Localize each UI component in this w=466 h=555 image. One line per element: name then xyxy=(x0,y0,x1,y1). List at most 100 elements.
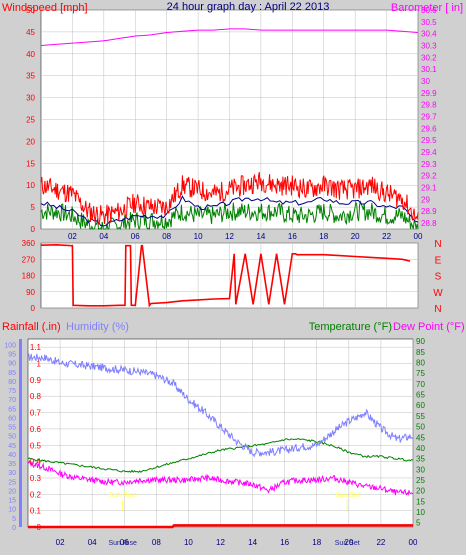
humidity-tick-label: 25 xyxy=(8,479,16,486)
rainfall-tick-label: 0.1 xyxy=(30,507,42,516)
wind-speed-tick-label: 35 xyxy=(26,72,35,81)
barometer-axis-label: Barometer [ in] xyxy=(391,2,463,14)
humidity-ticks: 0 5 10 15 20 25 30 35 40 45 50 55 60 65 70 75 80 85 90 95 10… xyxy=(4,342,16,532)
barometer-line xyxy=(40,28,419,46)
temperature-line xyxy=(27,438,414,474)
wind-speed-tick-label: 10 xyxy=(26,181,35,190)
humidity-tick-label: 55 xyxy=(8,425,16,432)
temperature-tick-label: 50 xyxy=(416,423,425,432)
temperature-tick-label: 45 xyxy=(416,433,425,442)
wind-speed-tick-label: 50 xyxy=(26,6,35,15)
compass-point-label: S xyxy=(435,272,442,283)
temperature-tick-label: 80 xyxy=(416,359,425,368)
windspeed-axis-label: Windspeed [mph] xyxy=(2,2,88,14)
direction-series xyxy=(40,243,411,308)
temperature-tick-label: 90 xyxy=(416,337,425,346)
climate-time-tick-label: 16 xyxy=(280,538,289,547)
humidity-tick-label: 100 xyxy=(4,342,16,349)
rainfall-axis-label: Rainfall (.in) xyxy=(2,321,61,333)
humidity-tick-label: 75 xyxy=(8,388,16,395)
temperature-axis-label: Temperature (°F) xyxy=(309,321,392,333)
rainfall-tick-label: 0.6 xyxy=(30,425,42,434)
wind-speed-tick-label: 5 xyxy=(31,203,36,212)
barometer-tick-label: 29.9 xyxy=(421,89,437,98)
barometer-tick-label: 29.4 xyxy=(421,148,437,157)
wind-left-ticks: 0 5 10 15 20 25 30 35 40 45 50 xyxy=(26,6,35,234)
temperature-tick-label: 70 xyxy=(416,380,425,389)
humidity-tick-label: 45 xyxy=(8,443,16,450)
barometer-tick-label: 30.4 xyxy=(421,30,437,39)
climate-panel: Sun Rise Sun Set 0 0.1 0.2 0.3 0.4 0.5 0.6 0.7 0.… xyxy=(2,321,465,547)
wind-direction-line xyxy=(40,243,411,308)
rainfall-tick-label: 0.4 xyxy=(30,458,42,467)
sun-marker-label: Sun Rise xyxy=(108,492,137,499)
barometer-tick-label: 29.3 xyxy=(421,160,437,169)
climate-time-tick-label: 02 xyxy=(56,538,65,547)
temperature-tick-label: 25 xyxy=(416,476,425,485)
compass-point-label: W xyxy=(433,288,443,299)
climate-time-tick-label: 14 xyxy=(248,538,257,547)
humidity-tick-label: 30 xyxy=(8,470,16,477)
temperature-tick-label: 15 xyxy=(416,497,425,506)
barometer-tick-label: 28.9 xyxy=(421,207,437,216)
humidity-tick-label: 80 xyxy=(8,379,16,386)
humidity-tick-label: 65 xyxy=(8,406,16,413)
barometer-tick-label: 30 xyxy=(421,77,430,86)
direction-degree-tick-label: 90 xyxy=(26,288,35,297)
climate-time-tick-label: 00 xyxy=(409,538,418,547)
barometer-tick-label: 30.1 xyxy=(421,65,437,74)
wind-speed-tick-label: 45 xyxy=(26,28,35,37)
temperature-tick-label: 40 xyxy=(416,444,425,453)
wind-speed-tick-label: 15 xyxy=(26,159,35,168)
humidity-tick-label: 50 xyxy=(8,434,16,441)
humidity-tick-label: 60 xyxy=(8,415,16,422)
wind-time-tick-label: 12 xyxy=(225,232,234,241)
wind-speed-tick-label: 30 xyxy=(26,94,35,103)
graph-title: 24 hour graph day : April 22 2013 xyxy=(167,1,330,13)
rainfall-tick-label: 0 xyxy=(37,523,42,532)
rainfall-tick-label: 0.9 xyxy=(30,376,42,385)
barometer-tick-label: 28.8 xyxy=(421,219,437,228)
humidity-tick-label: 15 xyxy=(8,498,16,505)
barometer-tick-label: 29.6 xyxy=(421,124,437,133)
wind-time-tick-label: 20 xyxy=(351,232,360,241)
rain-ticks: 0 0.1 0.2 0.3 0.4 0.5 0.6 0.7 0.8 0.9 1 1.1 xyxy=(30,343,42,532)
temperature-tick-label: 75 xyxy=(416,369,425,378)
bottom-sun-label: Sun Set xyxy=(335,540,360,547)
climate-time-tick-label: 20 xyxy=(344,538,353,547)
wind-speed-tick-label: 0 xyxy=(31,225,36,234)
bottom-sun-label: Sun Rise xyxy=(108,540,137,547)
barometer-tick-label: 29.7 xyxy=(421,113,437,122)
temperature-tick-label: 65 xyxy=(416,391,425,400)
climate-time-tick-label: 06 xyxy=(120,538,129,547)
humidity-tick-label: 95 xyxy=(8,352,16,359)
temperature-tick-label: 60 xyxy=(416,401,425,410)
direction-degree-tick-label: 360 xyxy=(22,239,36,248)
humidity-axis-bar xyxy=(19,339,22,527)
wind-time-tick-label: 10 xyxy=(194,232,203,241)
rainfall-tick-label: 0.5 xyxy=(30,441,42,450)
wind-time-tick-label: 08 xyxy=(162,232,171,241)
barometer-tick-label: 30.3 xyxy=(421,42,437,51)
wind-time-tick-label: 18 xyxy=(319,232,328,241)
wind-time-tick-label: 22 xyxy=(382,232,391,241)
temperature-tick-label: 20 xyxy=(416,487,425,496)
temperature-tick-label: 5 xyxy=(416,519,421,528)
sun-marker-label: Sun Set xyxy=(335,492,360,499)
barometer-tick-label: 30.5 xyxy=(421,18,437,27)
barometer-tick-label: 29.8 xyxy=(421,101,437,110)
climate-time-tick-label: 08 xyxy=(152,538,161,547)
rainfall-tick-label: 0.2 xyxy=(30,490,42,499)
dewpoint-axis-label: Dew Point (°F) xyxy=(393,321,465,333)
humidity-tick-label: 5 xyxy=(12,516,16,523)
climate-time-tick-label: 22 xyxy=(376,538,385,547)
compass-point-label: N xyxy=(434,304,441,315)
wind-time-tick-label: 04 xyxy=(99,232,108,241)
humidity-tick-label: 85 xyxy=(8,370,16,377)
climate-time-tick-label: 18 xyxy=(312,538,321,547)
wind-gust-line xyxy=(40,172,419,226)
barometer-tick-label: 29.5 xyxy=(421,136,437,145)
